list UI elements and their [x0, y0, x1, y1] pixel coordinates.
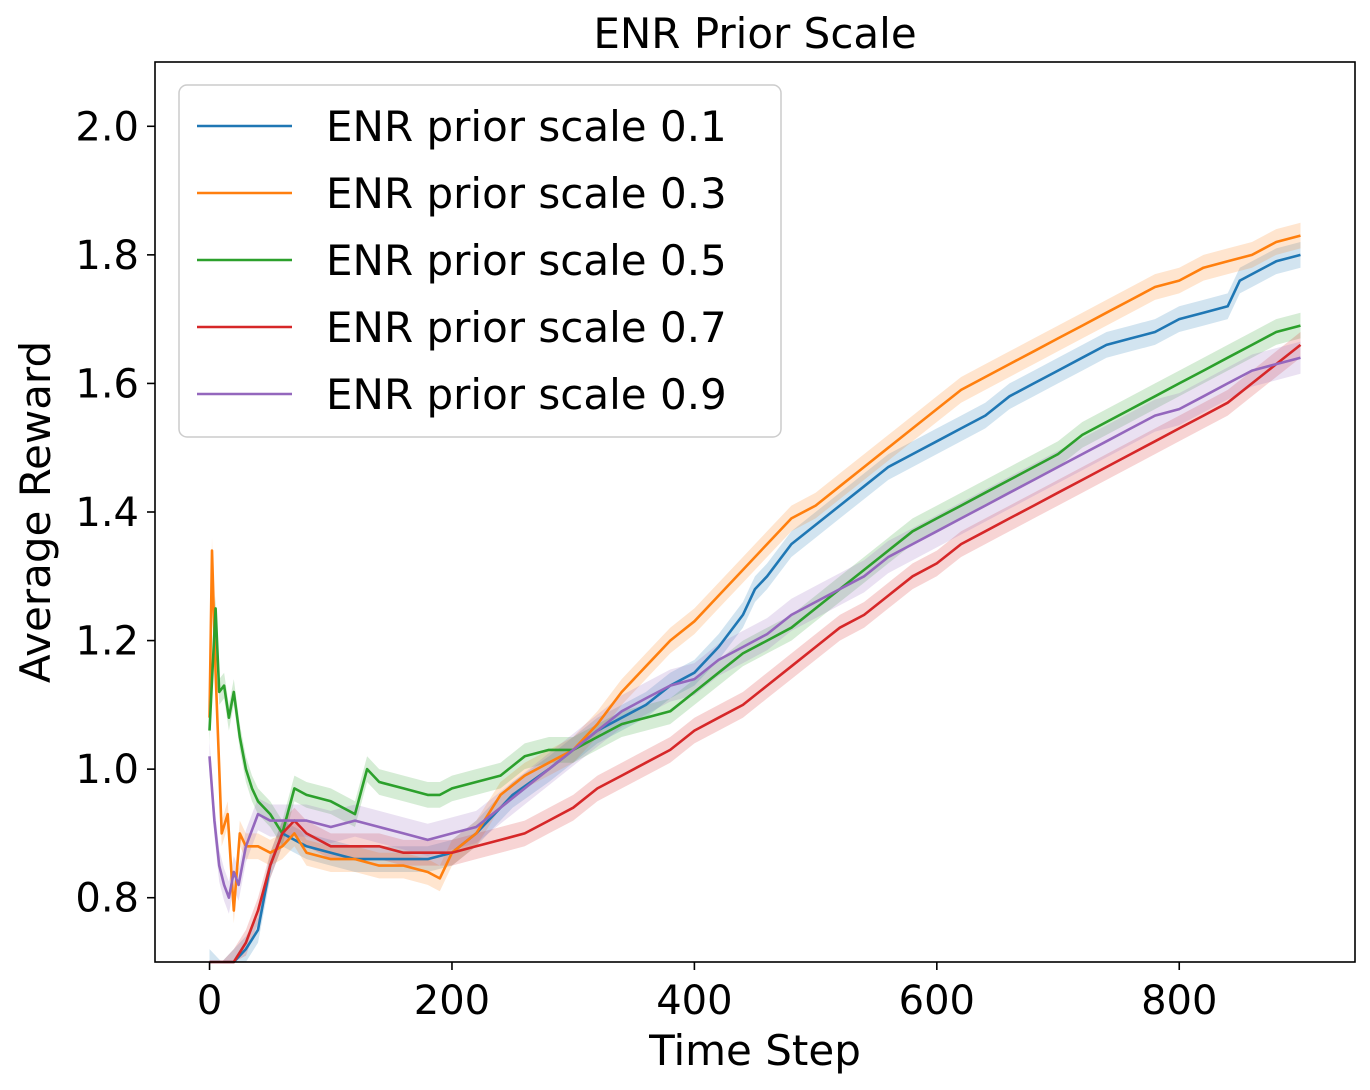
y-tick-label: 1.6: [75, 361, 139, 407]
y-tick-label: 1.4: [75, 490, 139, 536]
y-tick-label: 1.0: [75, 747, 139, 793]
x-tick-label: 0: [197, 978, 222, 1024]
line-series-1: [209, 253, 1301, 964]
y-tick-label: 2.0: [75, 104, 139, 150]
x-tick-label: 800: [1141, 978, 1217, 1024]
legend: ENR prior scale 0.1 ENR prior scale 0.3 EN…: [178, 84, 782, 438]
line-series-5: [208, 356, 1301, 900]
line-series-2: [208, 234, 1301, 912]
line-series-3: [208, 324, 1301, 835]
band-series-2: [209, 222, 1301, 924]
y-tick-label: 1.2: [75, 619, 139, 665]
band-series-5: [209, 341, 1301, 914]
x-tick-label: 200: [414, 978, 490, 1024]
legend-label-3: ENR prior scale 0.5: [326, 236, 727, 285]
x-axis-title: Time Step: [648, 1026, 861, 1075]
x-tick-label: 600: [899, 978, 975, 1024]
series-lines: [208, 234, 1302, 964]
x-tick-label: 400: [656, 978, 732, 1024]
confidence-bands: [209, 222, 1301, 962]
chart-title: ENR Prior Scale: [593, 9, 916, 58]
legend-box: [178, 84, 782, 438]
line-series-4: [209, 343, 1302, 964]
y-axis-title: Average Reward: [11, 341, 60, 683]
y-axis-ticks: 0.8 1.0 1.2 1.4 1.6 1.8 2.0: [75, 104, 155, 922]
legend-label-4: ENR prior scale 0.7: [326, 303, 727, 352]
legend-label-2: ENR prior scale 0.3: [326, 169, 727, 218]
legend-label-5: ENR prior scale 0.9: [326, 370, 727, 419]
y-tick-label: 0.8: [75, 876, 139, 922]
band-series-1: [209, 242, 1301, 962]
band-series-3: [209, 312, 1301, 847]
x-axis-ticks: 0 200 400 600 800: [197, 962, 1217, 1024]
legend-label-1: ENR prior scale 0.1: [326, 102, 727, 151]
y-tick-label: 1.8: [75, 233, 139, 279]
